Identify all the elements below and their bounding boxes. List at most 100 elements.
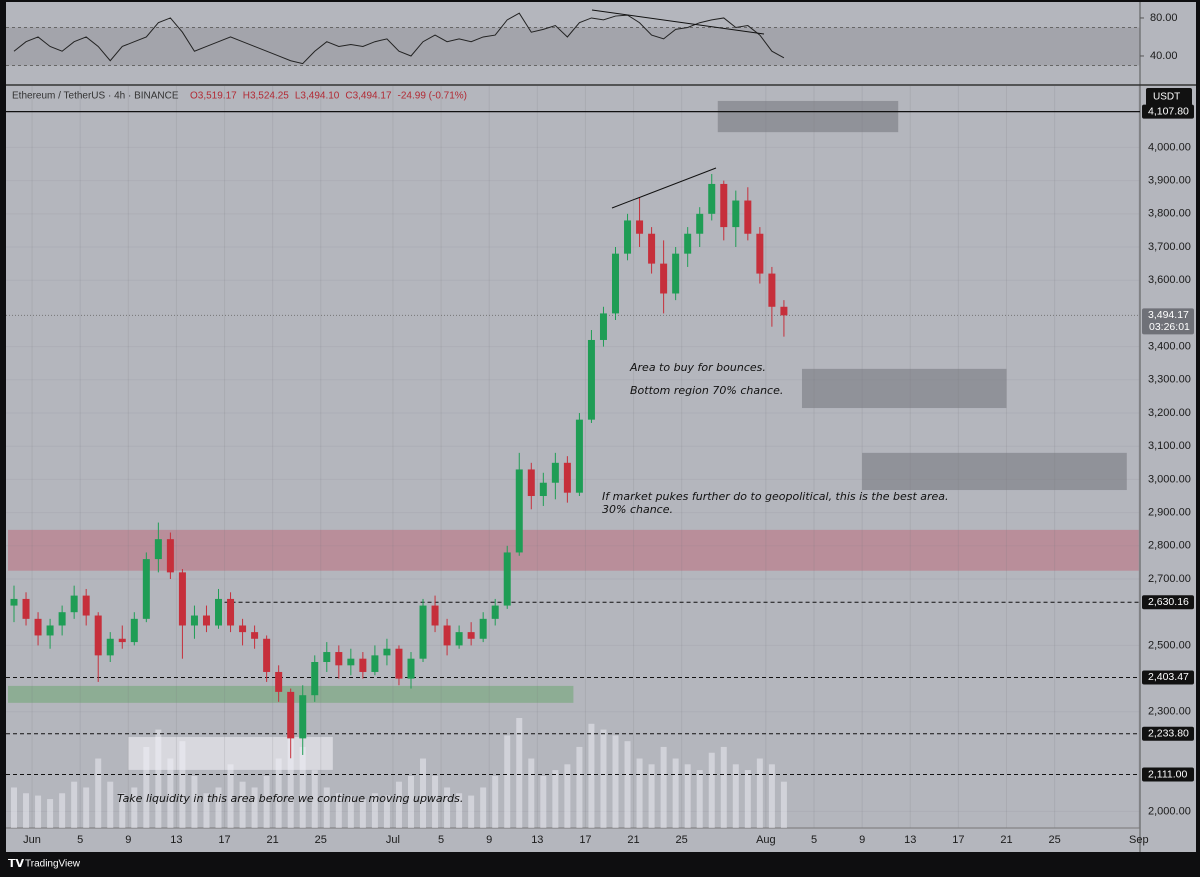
y-tick-label: 3,400.00: [1148, 341, 1191, 353]
volume-bar: [708, 752, 715, 828]
candle-body: [599, 313, 607, 340]
y-tick-label: 2,500.00: [1148, 639, 1191, 651]
y-tick-label: 2,800.00: [1148, 540, 1191, 552]
candle-body: [202, 615, 210, 626]
brand[interactable]: TradingView: [25, 859, 81, 870]
volume-bar: [359, 799, 366, 828]
candle-body: [323, 652, 331, 663]
candle-body: [335, 652, 343, 666]
volume-bar: [624, 741, 631, 828]
y-tick-label: 3,000.00: [1148, 473, 1191, 485]
level-label-box: [1142, 726, 1194, 741]
volume-bar: [383, 795, 390, 828]
header-value: H3,524.25: [243, 91, 290, 102]
candle-body: [455, 632, 463, 646]
candles: [10, 173, 788, 759]
volume-bar: [263, 775, 270, 828]
volume-bar: [11, 787, 17, 828]
volume-bar: [612, 735, 619, 828]
candle-body: [467, 632, 475, 639]
y-tick-label: 3,200.00: [1148, 407, 1191, 419]
candle-body: [347, 658, 355, 666]
currency: USDT: [1153, 92, 1180, 103]
candle-body: [696, 213, 704, 234]
volume-bar: [251, 787, 258, 828]
x-tick-label: 21: [267, 834, 279, 846]
volume-bar: [540, 775, 547, 828]
volume-bar: [335, 793, 342, 828]
volume-bar: [35, 795, 42, 828]
level-label-box: [1142, 104, 1194, 119]
candle-body: [407, 658, 415, 679]
footer: [0, 853, 1200, 877]
zone: [8, 529, 1139, 571]
rsi-tick-label: 40.00: [1150, 50, 1178, 62]
x-tick-label: 21: [1000, 834, 1012, 846]
candle-body: [491, 605, 499, 619]
level-label: 4,107.80: [1148, 105, 1189, 117]
volume-bar: [744, 770, 751, 828]
x-tick-label: 17: [579, 834, 591, 846]
header-value: O3,519.17: [190, 91, 237, 102]
level-label: 2,111.00: [1148, 768, 1187, 780]
candle-body: [624, 220, 632, 254]
x-tick-label: 13: [904, 834, 916, 846]
zone: [862, 452, 1127, 491]
volume-bar: [299, 746, 306, 828]
level-label: 3,494.17: [1148, 309, 1189, 321]
x-tick-label: 5: [811, 834, 817, 846]
volume-bar: [492, 775, 499, 828]
candle-body: [311, 662, 319, 696]
candle-body: [130, 618, 138, 643]
candle-body: [539, 482, 547, 497]
volume-bar: [528, 758, 535, 828]
x-tick-label: 9: [859, 834, 865, 846]
candle-body: [768, 273, 776, 307]
annotation: Area to buy for bounces.: [629, 361, 766, 374]
volume-bar: [275, 758, 282, 828]
x-tick-label: 13: [531, 834, 543, 846]
level-label-box: [1142, 595, 1194, 610]
y-tick-label: 3,300.00: [1148, 374, 1191, 386]
volume-bar: [287, 723, 294, 828]
volume-bar: [347, 795, 354, 828]
volume-bar: [456, 793, 463, 828]
symbol: Ethereum / TetherUS · 4h · BINANCE: [12, 91, 179, 102]
candle-body: [251, 632, 259, 639]
candle-body: [720, 183, 728, 228]
volume-bar: [95, 758, 102, 828]
x-tick-label: 9: [125, 834, 131, 846]
volume-bar: [83, 787, 90, 828]
candle-body: [10, 598, 18, 606]
volume-bar: [468, 795, 475, 828]
volume-bar: [480, 787, 487, 828]
candle-body: [34, 618, 42, 636]
candle-body: [46, 625, 54, 636]
volume-bar: [684, 764, 691, 828]
candle-body: [190, 615, 198, 626]
volume-bar: [59, 793, 66, 828]
y-tick-label: 2,000.00: [1148, 805, 1191, 817]
candle-body: [287, 691, 295, 739]
volume-bar: [588, 723, 595, 828]
candle-body: [383, 648, 391, 656]
candle-body: [154, 539, 162, 560]
header-values: O3,519.17 H3,524.25 L3,494.10 C3,494.17 -24.…: [190, 91, 467, 102]
candle-body: [660, 263, 668, 294]
candle-body: [22, 598, 30, 619]
volume-bar: [47, 799, 54, 828]
header-value: C3,494.17: [345, 91, 392, 102]
level-label-box: [1142, 308, 1194, 335]
y-tick-label: 2,900.00: [1148, 507, 1191, 519]
volume-bar: [600, 729, 607, 828]
candle-body: [275, 671, 283, 692]
rsi-line: [13, 12, 785, 65]
annotation: Take liquidity in this area before we co…: [117, 792, 463, 805]
zones: [8, 100, 1139, 770]
candle-body: [142, 559, 150, 619]
x-tick-label: 25: [1048, 834, 1060, 846]
grid: Jun 5 9 13 17 21 25 Jul 5 9 13 17 21 25 Aug 5 9 13 17 21 25 S…: [6, 86, 1191, 846]
volume-bar: [696, 770, 703, 828]
